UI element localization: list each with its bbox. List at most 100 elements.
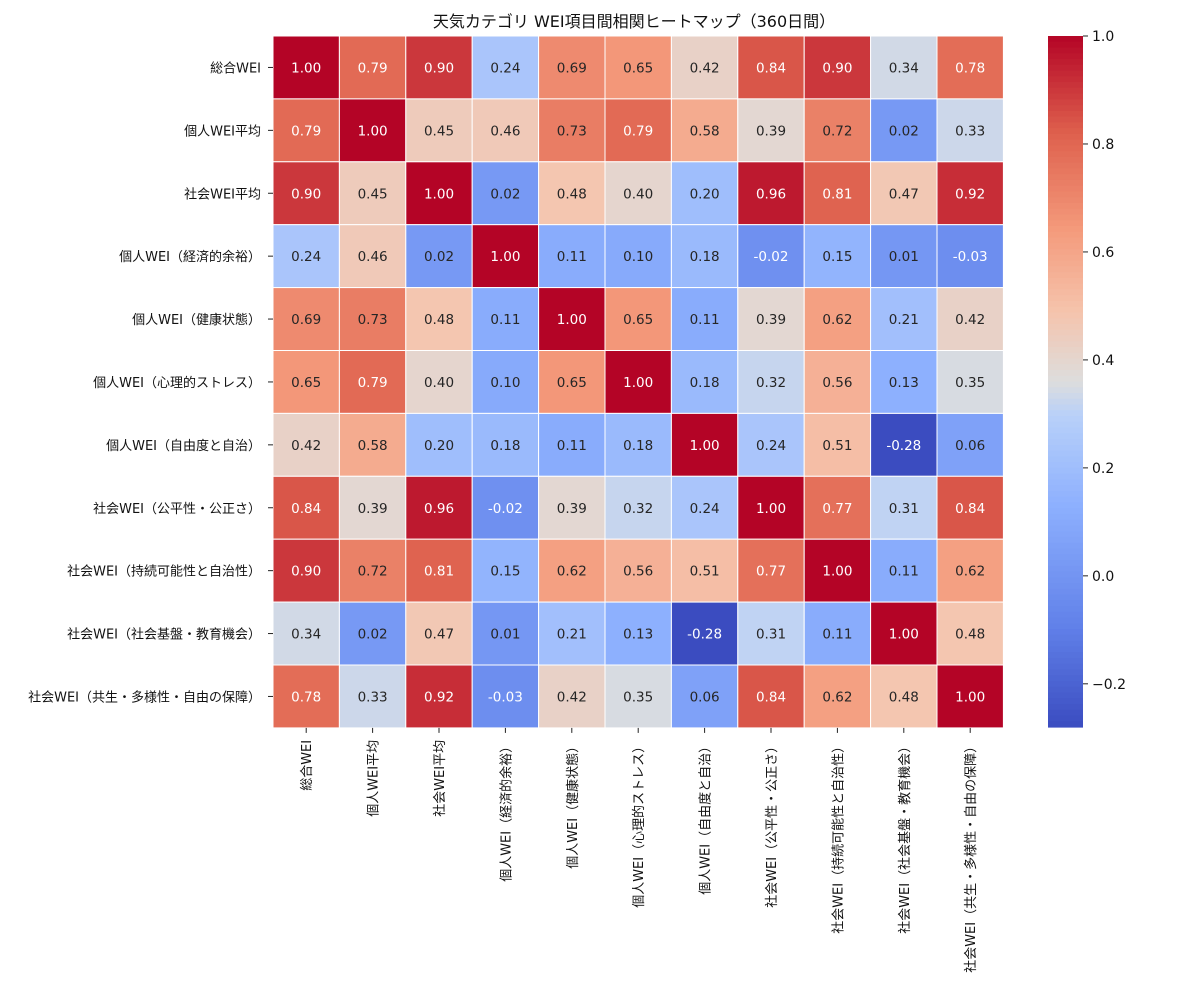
colorbar-segment [1048,502,1083,509]
cell-value-label: 0.81 [424,564,454,580]
cell-value-label: -0.02 [754,249,789,265]
heatmap-cell [870,287,938,352]
colorbar-segment [1048,352,1083,360]
cell-value-label: 0.06 [955,438,985,454]
colorbar-tick-label: 0.8 [1092,137,1114,153]
colorbar-segment [1048,41,1083,49]
cell-value-label: 1.00 [291,60,321,76]
colorbar-tick-label: 0.6 [1092,245,1114,261]
colorbar-segment [1048,369,1083,377]
heatmap-cell [538,287,606,352]
colorbar-segment [1048,59,1083,66]
cell-value-label: 0.58 [358,438,388,454]
heatmap-cell [870,664,938,729]
cell-value-label: 0.90 [424,60,454,76]
row-label: 社会WEI（持続可能性と自治性） [67,564,261,580]
colorbar-segment [1048,669,1083,676]
colorbar-segment [1048,364,1083,371]
colorbar-segment [1048,208,1083,216]
colorbar-segment [1048,237,1083,244]
colorbar-segment [1048,542,1083,550]
cell-value-label: 0.39 [756,312,786,328]
cell-value-label: 0.65 [623,312,653,328]
heatmap-cell [604,664,672,729]
heatmap-cell [936,161,1004,226]
colorbar-segment [1048,439,1083,446]
heatmap-cell [870,224,938,289]
heatmap-cell [272,412,340,477]
colorbar-segment [1048,381,1083,388]
heatmap-cell [405,161,473,226]
heatmap-cell [471,35,540,100]
heatmap-cell [604,161,672,226]
heatmap-cell [670,287,739,352]
cell-value-label: 0.84 [955,501,985,517]
colorbar-segment [1048,393,1083,400]
colorbar-tick-label: 0.4 [1092,353,1114,369]
cell-value-label: -0.03 [488,689,523,705]
heatmap-cell [471,287,540,352]
colorbar-segment [1048,686,1083,694]
heatmap-cell [936,350,1004,414]
colorbar-segment [1048,548,1083,555]
cell-value-label: 0.11 [822,627,852,643]
column-labels: 総合WEI 個人WEI平均 社会WEI平均 個人WEI（経済的余裕） 個人WEI（健康状… [300,727,979,973]
colorbar-segment [1048,680,1083,688]
heatmap-cell [803,601,872,666]
colorbar-segment [1048,634,1083,642]
heatmap-cell [604,412,672,477]
colorbar-segment [1048,76,1083,83]
heatmap-cell [803,350,872,414]
colorbar-segment [1048,508,1083,515]
row-label: 社会WEI（公平性・公正さ） [93,501,261,517]
colorbar-segment [1048,220,1083,227]
cell-value-label: 0.33 [955,123,985,139]
cell-value-label: 0.84 [756,689,786,705]
cell-value-label: -0.28 [886,438,921,454]
heatmap-cell [870,475,938,540]
cell-value-label: 0.77 [756,564,786,580]
colorbar-segment [1048,179,1083,187]
cell-value-label: 0.33 [358,689,388,705]
cell-value-label: 0.56 [623,564,653,580]
cell-value-label: 0.72 [358,564,388,580]
cell-value-label: 0.32 [623,501,653,517]
cell-value-label: 0.42 [690,60,720,76]
cell-value-label: 1.00 [889,627,919,643]
cell-value-label: 0.96 [424,501,454,517]
colorbar-segment [1048,675,1083,682]
colorbar-segment [1048,387,1083,394]
colorbar-segment [1048,462,1083,469]
cell-value-label: 0.77 [822,501,852,517]
heatmap-cell [538,224,606,289]
column-label: 個人WEI（心理的ストレス） [631,740,647,908]
cell-value-label: 0.78 [955,60,985,76]
heatmap-cell [272,475,340,540]
colorbar-segment [1048,617,1083,624]
row-label: 個人WEI平均 [184,124,261,139]
colorbar-segment [1048,611,1083,619]
colorbar-segment [1048,93,1083,100]
heatmap-cell [338,35,407,100]
cell-value-label: 0.35 [955,375,985,391]
cell-value-label: 0.35 [623,689,653,705]
colorbar-segment [1048,652,1083,659]
colorbar-segment [1048,629,1083,636]
cell-value-label: 0.02 [889,123,919,139]
chart-title: 天気カテゴリ WEI項目間相関ヒートマップ（360日間） [433,12,835,31]
colorbar-segment [1048,197,1083,204]
colorbar-segment [1048,519,1083,527]
heatmap-cell [936,224,1004,289]
colorbar-segment [1048,156,1083,164]
colorbar-segment [1048,646,1083,653]
colorbar-tick-label: 1.0 [1092,29,1114,45]
column-label: 個人WEI（健康状態） [565,740,581,869]
colorbar-segment [1048,346,1083,354]
heatmap-cell [338,475,407,540]
cell-value-label: 0.73 [358,312,388,328]
cell-value-label: 0.21 [557,627,587,643]
cell-value-label: 0.90 [291,186,321,202]
cell-value-label: 0.11 [490,312,520,328]
colorbar-segment [1048,226,1083,233]
